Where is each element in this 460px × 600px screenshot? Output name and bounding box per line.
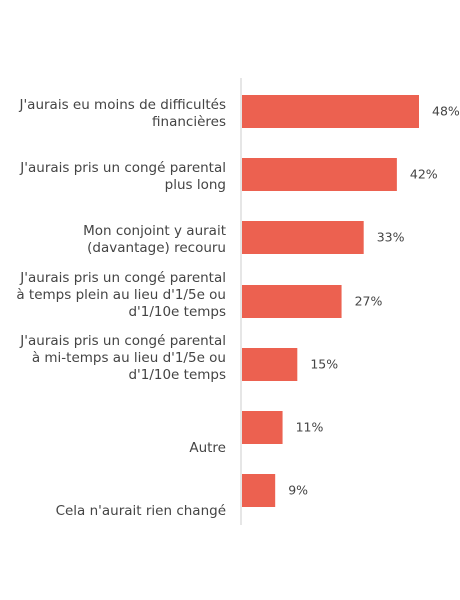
category-label-line: d'1/10e temps [128, 367, 226, 383]
bar-7 [242, 474, 276, 507]
bar-2 [242, 158, 397, 191]
value-label-7: 9% [288, 483, 308, 498]
category-label-line: J'aurais pris un congé parental [19, 270, 226, 286]
category-label-line: Mon conjoint y aurait [83, 223, 226, 239]
bar-5 [242, 348, 298, 381]
category-label-line: Cela n'aurait rien changé [56, 503, 226, 519]
bar-6 [242, 411, 283, 444]
bar-3 [242, 221, 364, 254]
value-label-6: 11% [296, 420, 324, 435]
category-label-1: J'aurais eu moins de difficultés financiè… [18, 97, 226, 130]
bar-1 [242, 95, 419, 128]
category-label-line: d'1/10e temps [128, 304, 226, 320]
category-label-line: (davantage) recouru [87, 240, 226, 256]
category-label-2: J'aurais pris un congé parental plus long [19, 160, 226, 193]
category-label-5: J'aurais pris un congé parental à mi-temp… [19, 333, 226, 383]
category-label-line: à mi-temps au lieu d'1/5e ou [32, 350, 226, 366]
category-label-line: J'aurais pris un congé parental [19, 160, 226, 176]
category-label-line: plus long [165, 177, 226, 193]
category-label-3: Mon conjoint y aurait (davantage) recouru [83, 223, 226, 256]
category-label-line: financières [152, 114, 226, 130]
value-label-3: 33% [377, 230, 405, 245]
category-label-6: Autre [189, 440, 226, 456]
category-label-line: J'aurais pris un congé parental [19, 333, 226, 349]
category-label-line: à temps plein au lieu d'1/5e ou [16, 287, 226, 303]
value-label-1: 48% [432, 104, 460, 119]
category-label-line: J'aurais eu moins de difficultés [18, 97, 226, 113]
category-label-line: Autre [189, 440, 226, 456]
value-label-5: 15% [310, 357, 338, 372]
category-label-7: Cela n'aurait rien changé [56, 503, 226, 519]
value-label-4: 27% [355, 294, 383, 309]
value-label-2: 42% [410, 167, 438, 182]
category-label-4: J'aurais pris un congé parental à temps p… [16, 270, 226, 320]
bar-4 [242, 285, 342, 318]
